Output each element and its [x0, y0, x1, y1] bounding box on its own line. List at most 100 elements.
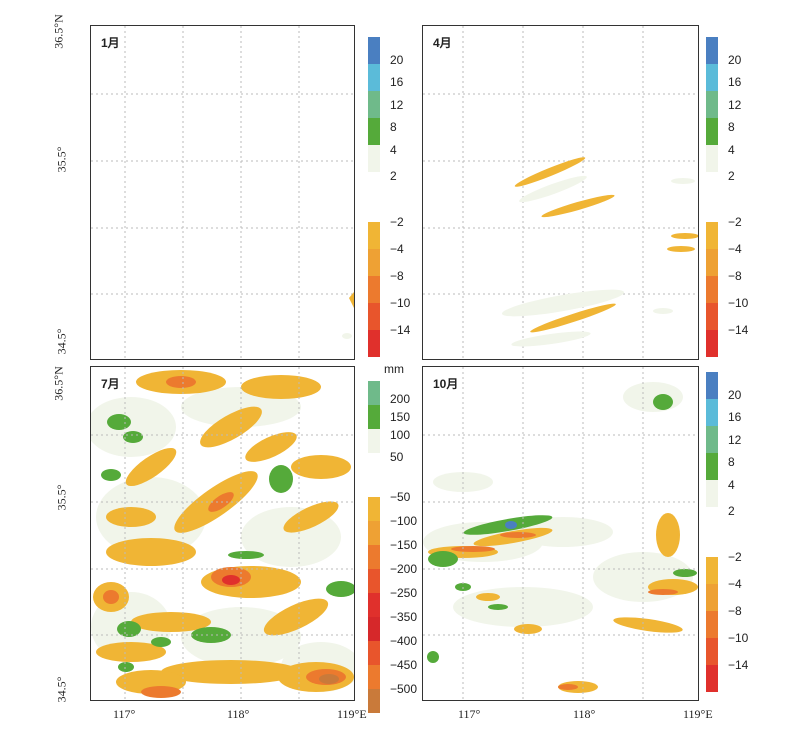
colorbar-swatch — [706, 145, 718, 172]
colorbar-label: 4 — [728, 142, 735, 157]
y-tick-bottom: 34.5° — [54, 328, 69, 355]
colorbar-swatch — [706, 249, 718, 276]
panel-label: 1月 — [101, 36, 120, 50]
colorbar-label: −4 — [728, 242, 742, 256]
colorbar-swatch — [368, 521, 380, 545]
colorbar-swatch — [368, 593, 380, 617]
panel-label: 4月 — [433, 36, 452, 50]
x-tick-119: 119°E — [683, 707, 713, 721]
colorbar-label: −2 — [728, 215, 742, 229]
colorbar-label: 2 — [728, 169, 735, 183]
colorbar-label: 20 — [728, 387, 742, 402]
colorbar-label: −8 — [390, 269, 404, 283]
colorbar-swatch — [368, 222, 380, 249]
colorbar-label: −400 — [390, 634, 418, 648]
x-tick-117: 117° — [458, 707, 481, 721]
colorbar-label: −8 — [728, 269, 742, 283]
colorbar-swatch — [706, 611, 718, 638]
october-field — [423, 367, 698, 700]
colorbar-swatch — [368, 37, 380, 64]
colorbar-label: −10 — [728, 631, 749, 645]
colorbar-label: −14 — [728, 323, 749, 337]
colorbar-swatch — [368, 303, 380, 330]
colorbar-swatch — [368, 569, 380, 593]
colorbar-october: 20 16 12 8 4 2 −2 −4 −8 −10 −14 — [706, 372, 748, 692]
colorbar-swatch — [706, 303, 718, 330]
colorbar-label: 16 — [390, 75, 404, 89]
y-tick-mid: 35.5° — [54, 146, 69, 173]
colorbar-swatch — [368, 249, 380, 276]
colorbar-swatch — [368, 405, 380, 429]
colorbar-swatch — [706, 399, 718, 426]
colorbar-swatch — [368, 429, 380, 453]
colorbar-label: −14 — [390, 323, 411, 337]
april-field — [423, 26, 698, 359]
july-field — [91, 367, 354, 700]
panel-label: 7月 — [101, 377, 120, 391]
colorbar-swatch — [706, 480, 718, 507]
colorbar-label: −10 — [728, 296, 749, 310]
colorbar-label: 8 — [390, 120, 397, 134]
colorbar-swatch — [706, 372, 718, 399]
colorbar-swatch — [706, 584, 718, 611]
colorbar-swatch — [706, 330, 718, 357]
colorbar-swatch — [368, 617, 380, 641]
colorbar-swatch — [706, 426, 718, 453]
colorbar-label: 16 — [728, 75, 742, 89]
colorbar-label: 2 — [728, 504, 735, 518]
colorbar-label: −10 — [390, 296, 411, 310]
colorbar-swatch — [368, 330, 380, 357]
colorbar-unit: mm — [384, 362, 404, 376]
colorbar-label: −4 — [390, 242, 404, 256]
colorbar-january: 20 16 12 8 4 2 −2 −4 −8 −10 −14 — [368, 37, 410, 357]
map-panel-october: 10月 — [422, 366, 699, 701]
colorbar-label: 4 — [390, 142, 397, 157]
y-tick-bottom: 34.5° — [54, 676, 69, 703]
colorbar-label: −14 — [728, 658, 749, 672]
colorbar-swatch — [706, 453, 718, 480]
colorbar-label: 100 — [390, 428, 411, 442]
colorbar-label: −50 — [390, 490, 411, 504]
colorbar-swatch — [706, 276, 718, 303]
colorbar-label: 200 — [390, 392, 411, 406]
colorbar-swatch — [368, 64, 380, 91]
colorbar-label: 12 — [728, 432, 742, 447]
colorbar-july: 200 150 100 50 −50 −100 −150 −200 −250 −350 −400 −4… — [368, 381, 417, 713]
colorbar-swatch — [706, 638, 718, 665]
x-tick-118: 118° — [227, 707, 250, 721]
colorbar-label: 16 — [728, 410, 742, 424]
colorbar-label: −500 — [390, 682, 418, 696]
colorbar-april: 20 16 12 8 4 2 −2 −4 −8 −10 −14 — [706, 37, 748, 357]
colorbar-label: −250 — [390, 586, 418, 600]
colorbar-label: 4 — [728, 477, 735, 492]
colorbar-swatch — [706, 118, 718, 145]
colorbar-label: −350 — [390, 610, 418, 624]
map-panel-july: 7月 — [90, 366, 355, 701]
colorbar-label: −450 — [390, 658, 418, 672]
colorbar-label: 8 — [728, 120, 735, 134]
y-tick-mid: 35.5° — [54, 484, 69, 511]
x-tick-119: 119°E — [337, 707, 367, 721]
colorbar-label: 8 — [728, 455, 735, 469]
colorbar-label: −100 — [390, 514, 418, 528]
colorbar-swatch — [706, 64, 718, 91]
colorbar-label: 150 — [390, 410, 411, 424]
colorbar-label: −2 — [390, 215, 404, 229]
colorbar-swatch — [368, 276, 380, 303]
colorbar-label: 50 — [390, 450, 404, 464]
colorbar-swatch — [368, 641, 380, 665]
colorbar-label: 12 — [390, 97, 404, 112]
colorbar-label: 12 — [728, 97, 742, 112]
colorbar-label: −4 — [728, 577, 742, 591]
panel-label: 10月 — [433, 377, 459, 391]
colorbar-swatch — [368, 689, 380, 713]
colorbar-swatch — [706, 222, 718, 249]
colorbar-swatch — [706, 91, 718, 118]
colorbar-swatch — [706, 557, 718, 584]
colorbar-swatch — [368, 118, 380, 145]
colorbar-swatch — [368, 91, 380, 118]
january-field — [91, 26, 354, 359]
colorbar-swatch — [368, 497, 380, 521]
colorbar-swatch — [706, 665, 718, 692]
y-tick-top: 36.5°N — [51, 14, 66, 49]
